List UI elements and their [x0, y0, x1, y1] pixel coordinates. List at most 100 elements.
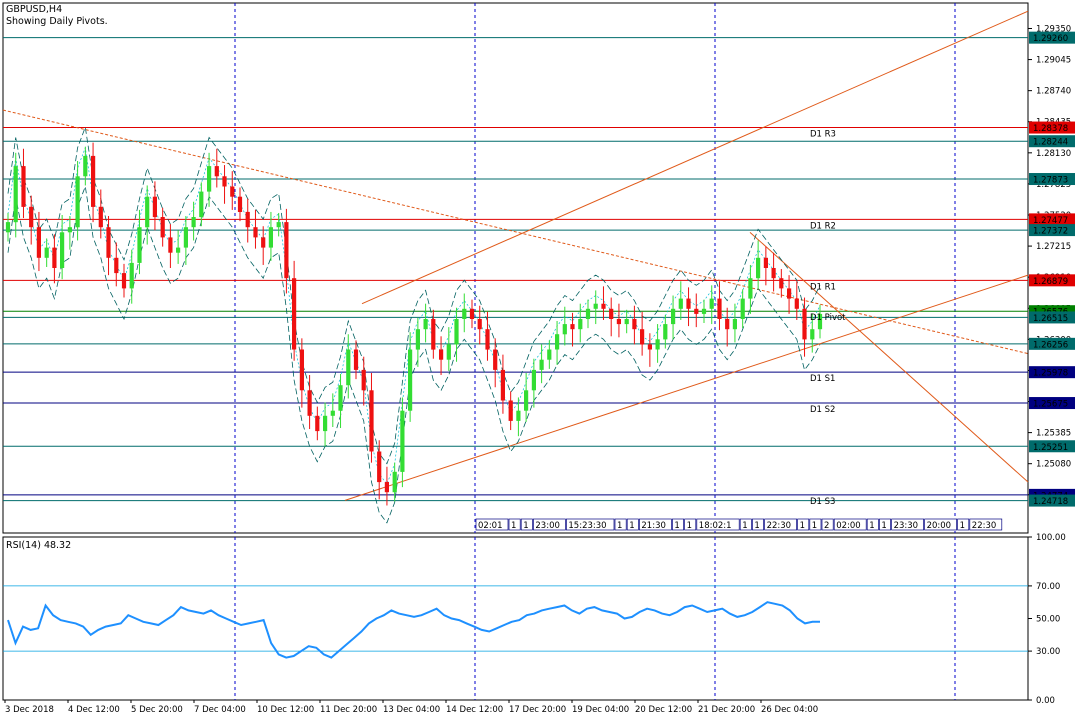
- candle-body: [384, 482, 389, 493]
- price-axis: 1.293501.290451.287401.284351.281301.278…: [1028, 24, 1071, 501]
- price-tag-box: [1029, 397, 1075, 410]
- candle-body: [562, 324, 567, 335]
- session-tag: 1: [617, 521, 622, 531]
- candle-body: [284, 222, 289, 279]
- session-tag: 1: [629, 521, 634, 531]
- candle-body: [237, 196, 243, 212]
- candle-body: [400, 410, 405, 472]
- rsi-tick-label: 30.00: [1036, 647, 1060, 657]
- candle-body: [137, 227, 142, 263]
- session-tag: 1: [511, 521, 516, 531]
- time-tick-label: 20 Dec 12:00: [635, 705, 692, 715]
- time-axis: 3 Dec 2018 4 Dec 12:00 5 Dec 20:00 7 Dec 04…: [4, 700, 818, 715]
- candle-body: [106, 227, 111, 258]
- candle-body: [601, 303, 606, 309]
- candle-body: [214, 166, 219, 177]
- session-tag-box: [833, 518, 867, 531]
- time-tick-label: 11 Dec 20:00: [320, 705, 377, 715]
- candle-body: [771, 268, 776, 279]
- trend-lines: [2, 10, 1029, 501]
- price-tag-label: 1.27477: [1033, 216, 1068, 226]
- time-tick-label: 26 Dec 04:00: [761, 705, 818, 715]
- candle-body: [454, 319, 459, 345]
- price-tag-label: 1.27372: [1033, 227, 1068, 237]
- session-tag: 22:30: [972, 521, 997, 531]
- candle-body: [207, 166, 212, 192]
- price-tag-box: [1029, 31, 1075, 44]
- candle-body: [647, 344, 652, 350]
- candle-body: [717, 298, 722, 319]
- price-tag-label: 1.28378: [1033, 124, 1068, 134]
- candle-body: [593, 303, 598, 309]
- chart-title: GBPUSD,H4: [6, 4, 62, 15]
- horizontal-level-lines: [3, 37, 1028, 502]
- time-tick-label: 10 Dec 12:00: [257, 705, 314, 715]
- candle-body: [431, 319, 436, 350]
- candle-body: [624, 319, 629, 325]
- session-tag-box: [614, 518, 627, 531]
- candle-body: [555, 334, 560, 350]
- candle-body: [176, 247, 181, 253]
- candle-body: [392, 471, 397, 493]
- session-tag: 02:01: [478, 521, 503, 531]
- session-tag: 1: [869, 521, 874, 531]
- time-tick-label: 4 Dec 12:00: [68, 705, 120, 715]
- session-tag: 1: [523, 521, 528, 531]
- candle-body: [152, 196, 157, 218]
- candle-body: [29, 206, 34, 228]
- candle-body: [52, 247, 57, 268]
- chart-subtitle: Showing Daily Pivots.: [6, 16, 108, 27]
- session-tag-box: [752, 518, 764, 531]
- grid-lines: [234, 3, 956, 700]
- session-tag-box: [739, 518, 752, 531]
- candle-body: [330, 410, 335, 416]
- candle-body: [276, 222, 281, 228]
- candle-body: [67, 227, 72, 233]
- candle-body: [570, 324, 575, 330]
- candle-body: [307, 390, 312, 416]
- session-tag-box: [566, 518, 615, 531]
- session-tag: 1: [742, 521, 747, 531]
- pivot-label: D1 R3: [810, 130, 836, 140]
- price-tag-label: 1.24718: [1033, 497, 1068, 507]
- zigzag-line: [7, 146, 821, 485]
- session-tag-box: [626, 518, 639, 531]
- rsi-label: RSI(14) 48.32: [6, 540, 71, 551]
- session-markers: 02:01 1 1 23:00 15:23:30 1 1 21:30 1 1 18:02:1 1 1 22…: [475, 518, 1003, 531]
- candle-body: [817, 313, 823, 330]
- candle-body: [245, 211, 250, 228]
- candle-body: [369, 390, 374, 452]
- candle-body: [462, 308, 467, 319]
- pivot-label: D1 R1: [810, 282, 836, 292]
- session-tag-box: [520, 518, 533, 531]
- session-tag: 21:30: [641, 521, 666, 531]
- candle-body: [315, 415, 320, 432]
- candle-body: [299, 349, 304, 391]
- candle-body: [547, 349, 552, 360]
- candle-body: [13, 166, 18, 223]
- session-tag: 20:00: [927, 521, 952, 531]
- session-tag: 1: [687, 521, 692, 531]
- candle-body: [756, 257, 761, 279]
- price-tag-box: [1029, 366, 1075, 379]
- candle-body: [748, 278, 753, 299]
- candle-body: [292, 278, 297, 350]
- resistance-trendline: [2, 109, 1029, 355]
- session-tag: 1: [960, 521, 965, 531]
- candle-body: [500, 369, 505, 401]
- price-tag-box: [1029, 337, 1075, 350]
- candle-body: [485, 329, 490, 350]
- candle-body: [802, 308, 807, 340]
- candle-body: [121, 273, 127, 289]
- session-tag-box: [764, 518, 797, 531]
- price-tag-label: 1.26256: [1033, 340, 1068, 350]
- price-tick-label: 1.29045: [1036, 56, 1071, 66]
- candle-body: [640, 329, 645, 345]
- pivot-label: D1 S2: [810, 405, 835, 415]
- candle-body: [701, 308, 707, 314]
- candle-body: [75, 176, 80, 228]
- price-tag-label: 1.25978: [1033, 369, 1068, 379]
- session-tag-box: [672, 518, 684, 531]
- session-tag-box: [809, 518, 822, 531]
